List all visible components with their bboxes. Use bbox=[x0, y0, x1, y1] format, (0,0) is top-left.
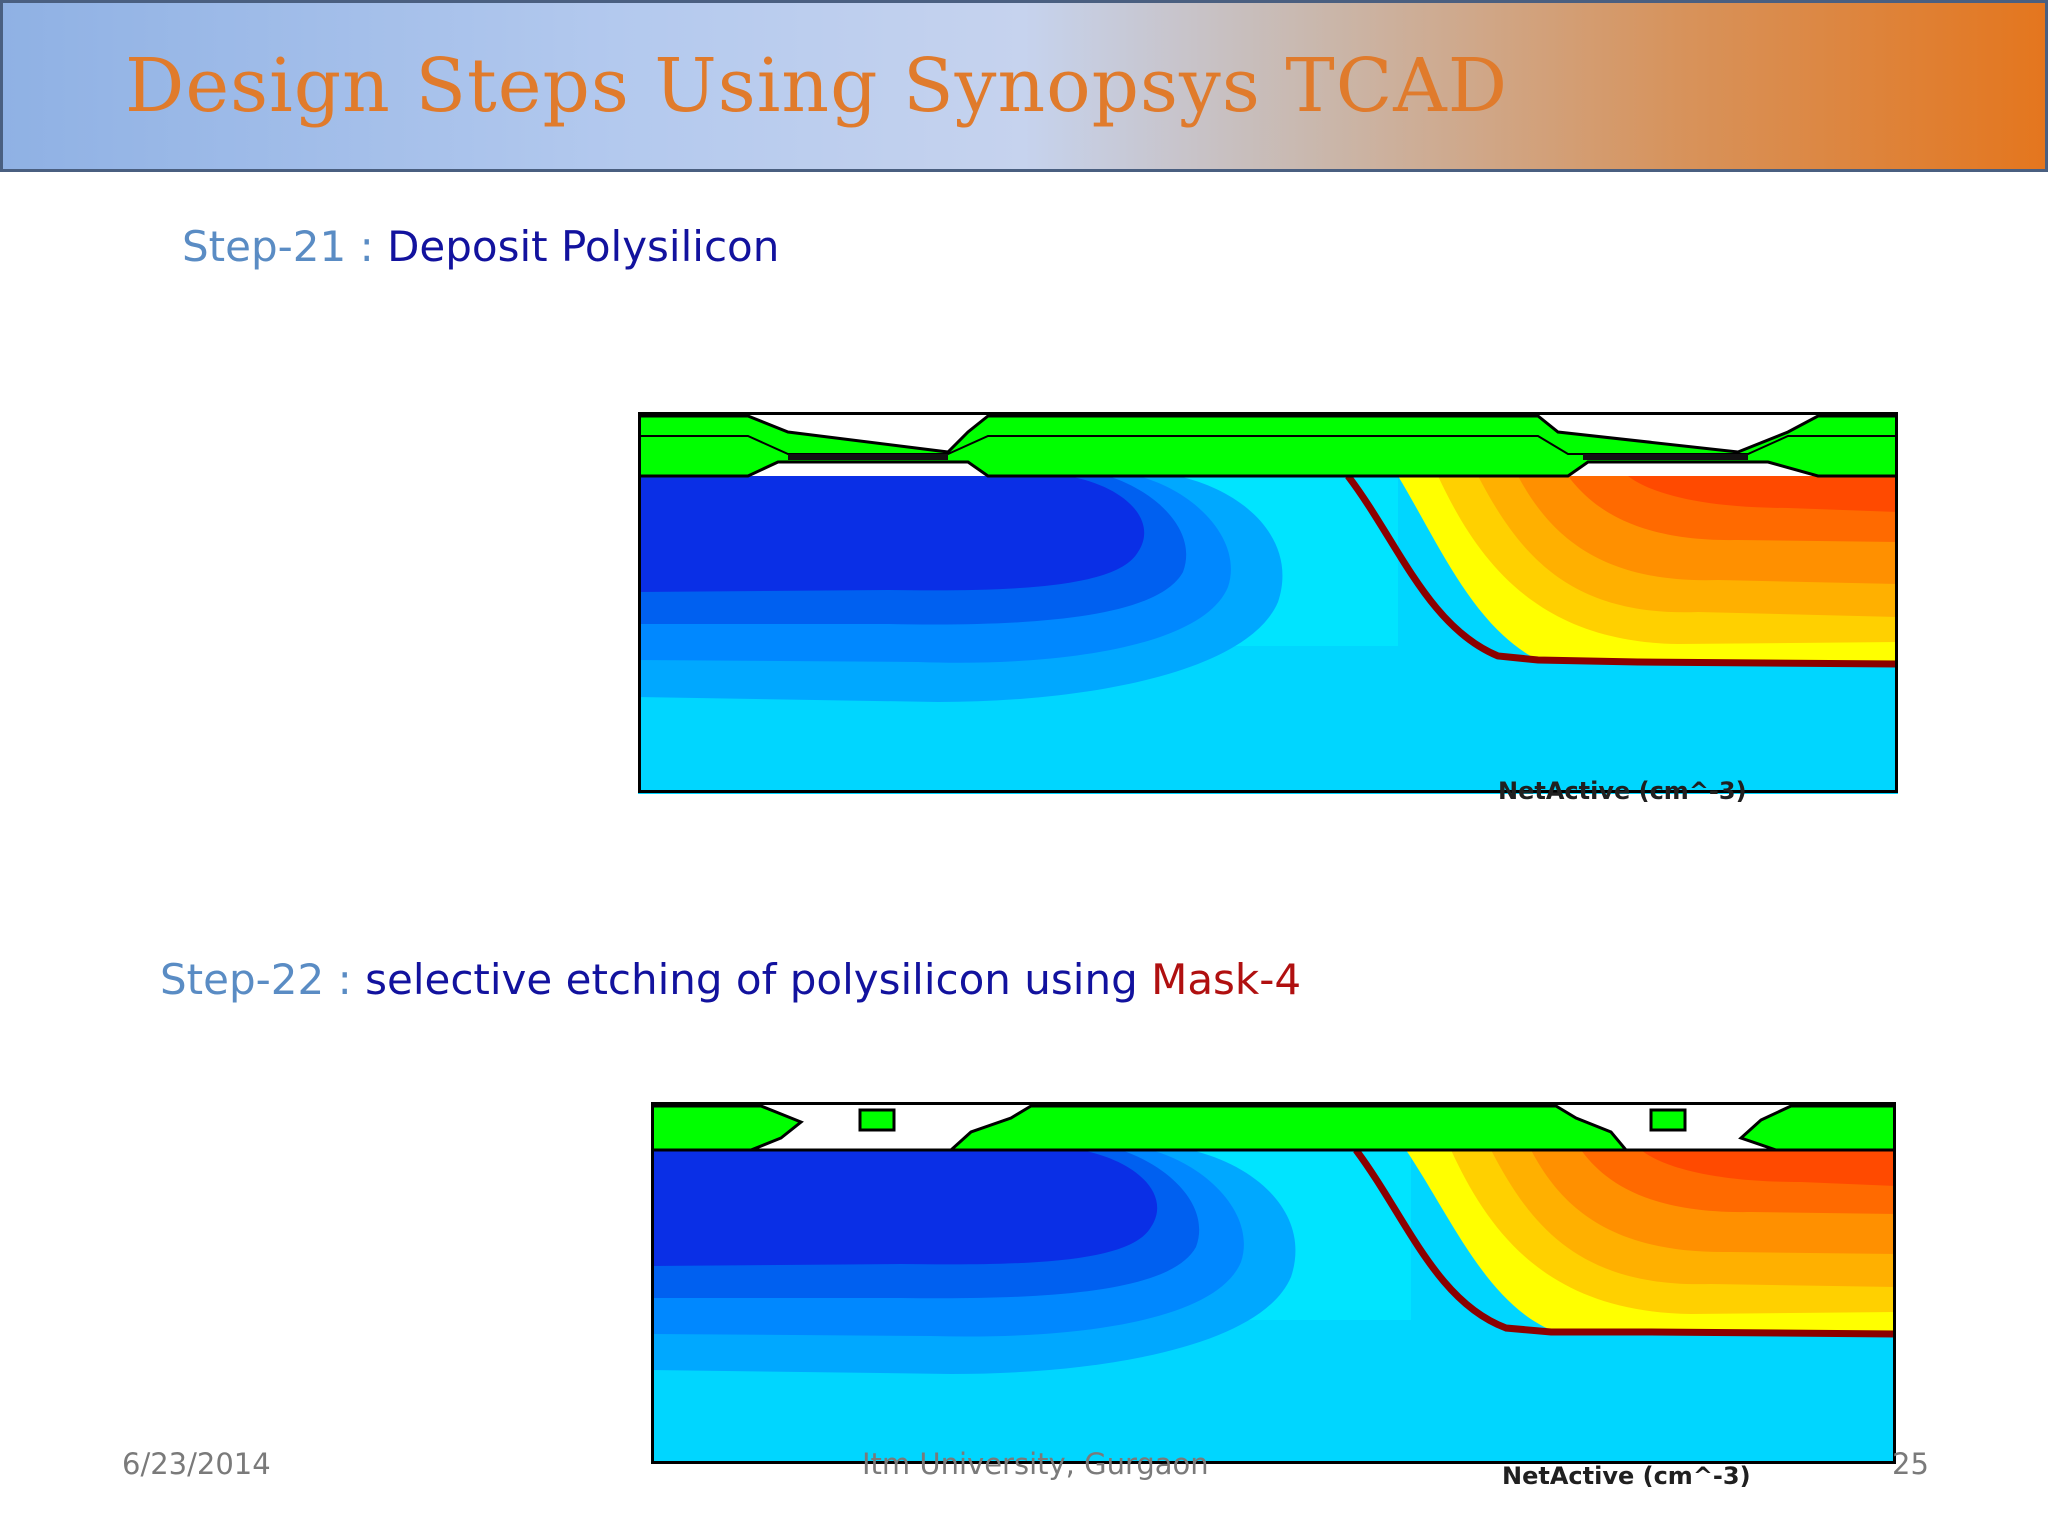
step-22-description: selective etching of polysilicon using bbox=[365, 955, 1152, 1004]
step-21-description: Deposit Polysilicon bbox=[387, 222, 780, 271]
plot-label-step-21: NetActive (cm^-3) bbox=[1498, 777, 1747, 805]
tcad-plot-step-21 bbox=[638, 412, 1898, 794]
step-21-number: Step-21 : bbox=[182, 222, 374, 271]
step-22-heading: Step-22 : selective etching of polysilic… bbox=[160, 955, 1301, 1004]
page-number: 25 bbox=[1892, 1447, 1929, 1481]
footer-organization: Itm University, Gurgaon bbox=[862, 1447, 1209, 1481]
mask-4-label: Mask-4 bbox=[1151, 955, 1302, 1004]
step-21-heading: Step-21 : Deposit Polysilicon bbox=[182, 222, 779, 271]
slide-title: Design Steps Using Synopsys TCAD bbox=[125, 43, 1509, 129]
plot-label-step-22: NetActive (cm^-3) bbox=[1502, 1462, 1751, 1490]
tcad-plot-step-22 bbox=[651, 1102, 1896, 1464]
step-22-number: Step-22 : bbox=[160, 955, 352, 1004]
footer-date: 6/23/2014 bbox=[122, 1447, 271, 1481]
title-bar: Design Steps Using Synopsys TCAD bbox=[0, 0, 2048, 172]
